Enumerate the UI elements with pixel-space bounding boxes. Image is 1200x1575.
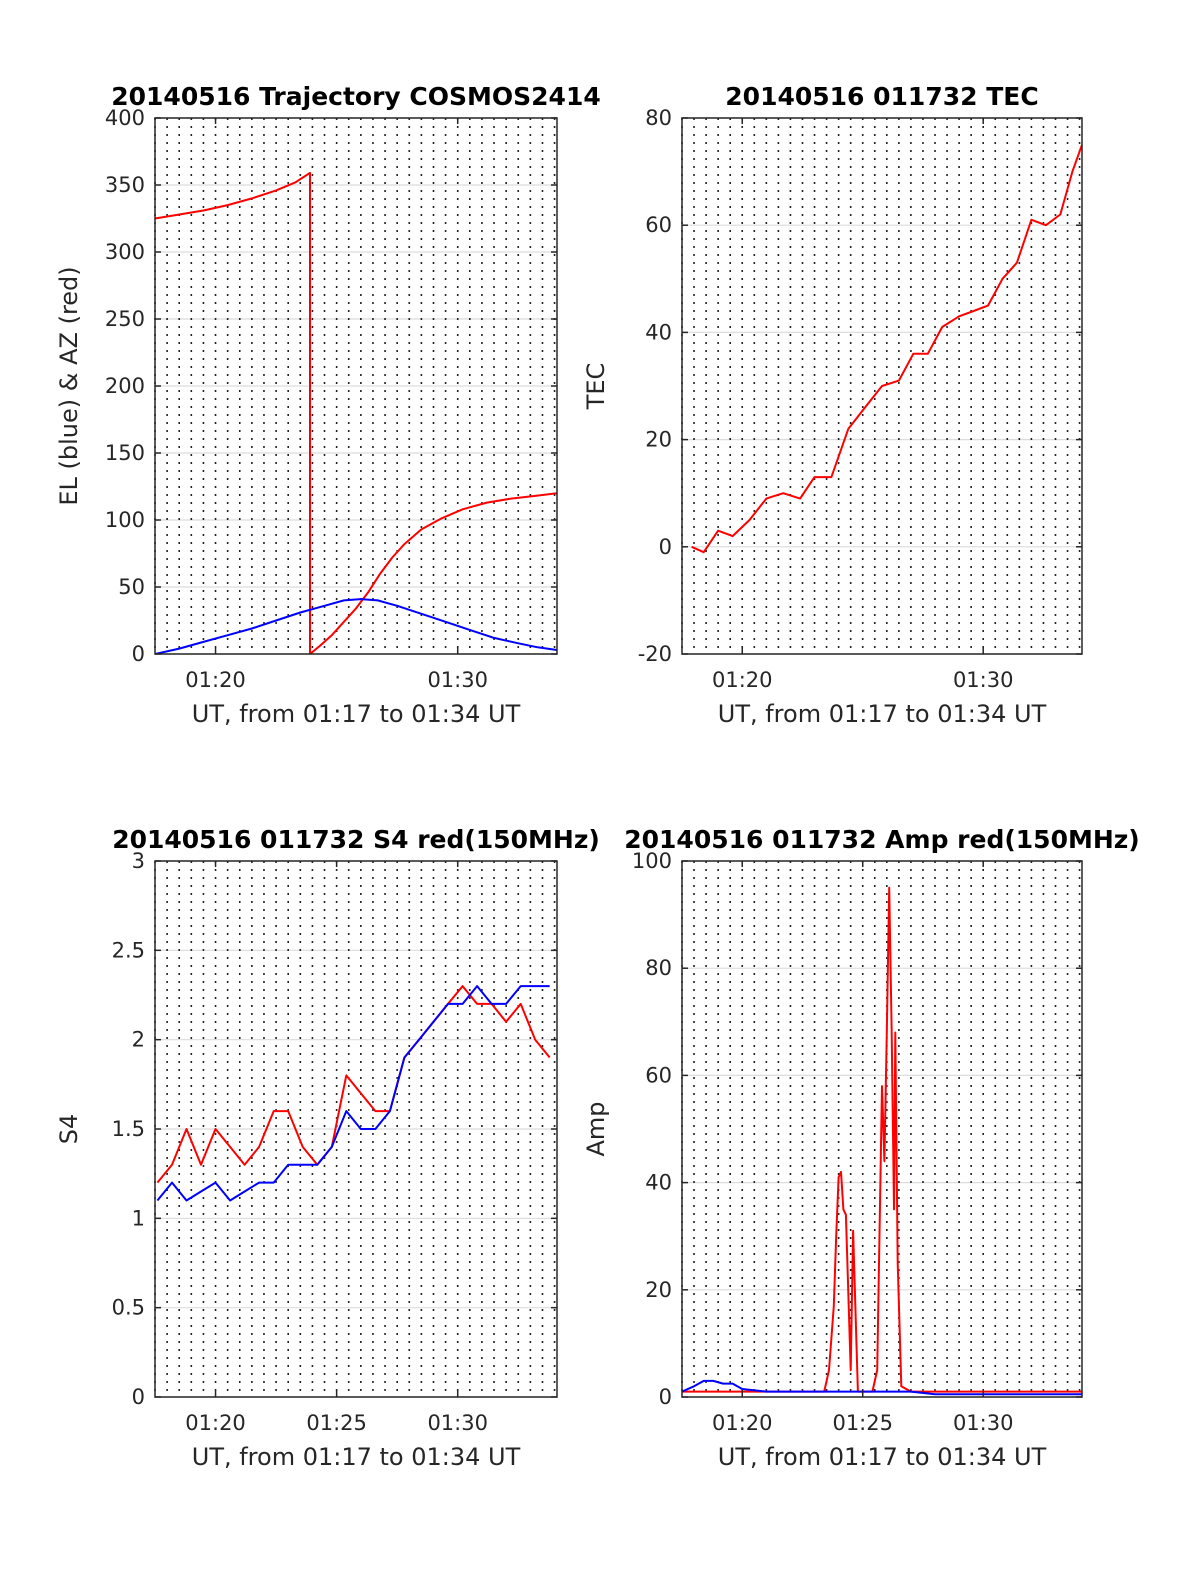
series-line-blue: [682, 1379, 1082, 1396]
y-tick-label: 50: [118, 575, 145, 599]
y-tick-label: 150: [105, 441, 145, 465]
y-axis-label: S4: [55, 1114, 83, 1145]
y-tick-label: 40: [645, 1171, 672, 1195]
y-tick-label: 300: [105, 240, 145, 264]
x-axis-label: UT, from 01:17 to 01:34 UT: [192, 1443, 521, 1471]
series-group: [155, 171, 557, 654]
chart-panel-4: 0 20 40 60 80 100 01:20 01:25 01:30 20140516 0117…: [582, 825, 1140, 1471]
y-tick-label: 40: [645, 320, 672, 344]
y-tick-label: 2.5: [112, 938, 145, 962]
x-tick-label: 01:25: [306, 1411, 367, 1435]
y-tick-label: 1: [132, 1206, 145, 1230]
y-tick-label: 0.5: [112, 1296, 145, 1320]
y-axis-label: TEC: [582, 363, 610, 411]
y-tick-label: 250: [105, 307, 145, 331]
y-tick-label: 60: [645, 1063, 672, 1087]
chart-title: 20140516 011732 Amp red(150MHz): [624, 825, 1140, 854]
chart-title: 20140516 Trajectory COSMOS2414: [111, 82, 601, 111]
x-tick-label: 01:20: [712, 1411, 773, 1435]
chart-panel-2: -20 0 20 40 60 80 01:20 01:30 20140516 011732 TE…: [582, 82, 1083, 728]
x-axis-label: UT, from 01:17 to 01:34 UT: [192, 700, 521, 728]
x-tick-label: 01:30: [427, 1411, 488, 1435]
y-tick-label: 1.5: [112, 1117, 145, 1141]
chart-panel-1: 0 50 100 150 200 250 300 350 400 01:20 01:30 201405…: [55, 82, 601, 728]
y-tick-label: -20: [638, 642, 672, 666]
x-tick-label: 01:30: [427, 668, 488, 692]
y-tick-label: 0: [132, 642, 145, 666]
x-tick-label: 01:25: [832, 1411, 893, 1435]
plot-frame: [681, 117, 1083, 655]
chart-panel-3: 0 0.5 1 1.5 2 2.5 3 01:20 01:25 01:30 20140516 011…: [55, 825, 600, 1471]
y-tick-label: 350: [105, 173, 145, 197]
series-group: [156, 985, 551, 1202]
y-tick-label: 80: [645, 956, 672, 980]
y-tick-label: 3: [132, 849, 145, 873]
series-group: [682, 886, 1082, 1396]
y-axis-label: Amp: [582, 1101, 610, 1156]
y-tick-label: 2: [132, 1028, 145, 1052]
y-tick-label: 20: [645, 1278, 672, 1302]
series-line-blue: [156, 985, 550, 1202]
series-line-tec: [691, 144, 1082, 554]
x-tick-label: 01:20: [185, 668, 246, 692]
x-tick-label: 01:20: [712, 668, 773, 692]
y-axis-label: EL (blue) & AZ (red): [55, 266, 83, 505]
series-line-red: [682, 886, 1082, 1393]
y-tick-label: 200: [105, 374, 145, 398]
y-tick-label: 20: [645, 428, 672, 452]
chart-title: 20140516 011732 S4 red(150MHz): [112, 825, 600, 854]
y-tick-label: 0: [659, 1385, 672, 1409]
y-tick-label: 100: [632, 849, 672, 873]
series-line-az: [155, 171, 557, 654]
x-tick-label: 01:30: [953, 668, 1014, 692]
y-tick-label: 0: [132, 1385, 145, 1409]
series-line-red: [156, 985, 551, 1184]
y-tick-label: 80: [645, 106, 672, 130]
x-tick-label: 01:30: [953, 1411, 1014, 1435]
y-tick-label: 0: [659, 535, 672, 559]
y-tick-label: 60: [645, 213, 672, 237]
y-tick-label: 100: [105, 508, 145, 532]
x-tick-label: 01:20: [185, 1411, 246, 1435]
chart-title: 20140516 011732 TEC: [725, 82, 1038, 111]
series-line-el: [155, 598, 557, 654]
y-tick-label: 400: [105, 106, 145, 130]
plot-frame: [681, 860, 1083, 1398]
x-axis-label: UT, from 01:17 to 01:34 UT: [718, 700, 1047, 728]
x-axis-label: UT, from 01:17 to 01:34 UT: [718, 1443, 1047, 1471]
series-group: [691, 144, 1082, 554]
